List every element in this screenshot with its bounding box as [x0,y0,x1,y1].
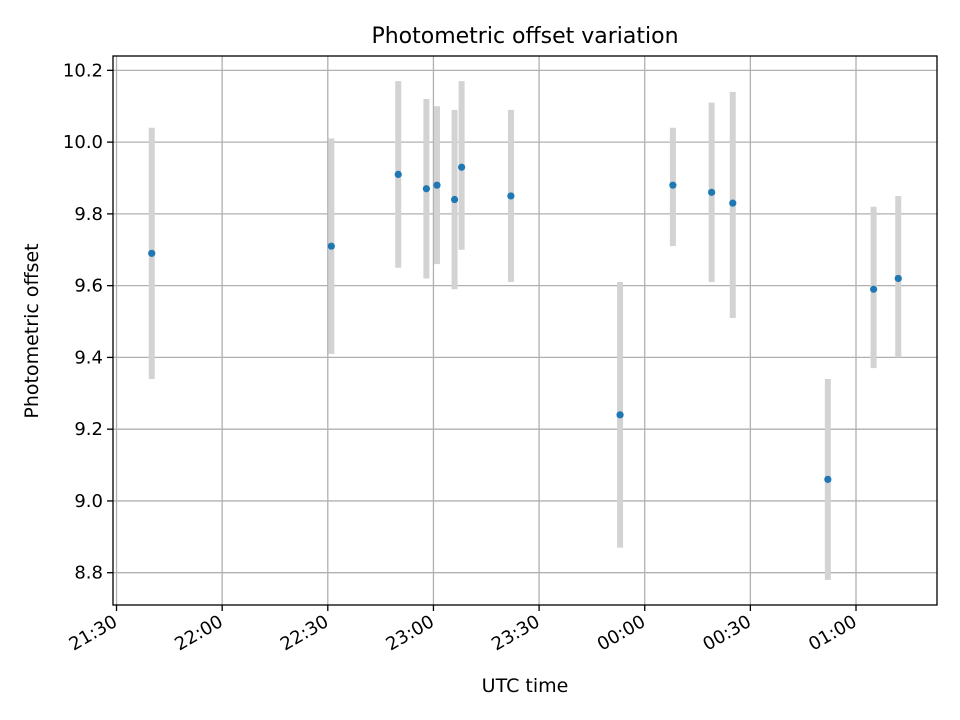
data-point [327,242,335,250]
data-point [894,274,902,283]
data-point [458,163,466,171]
y-tick-label: 9.8 [74,204,103,225]
data-point [669,181,677,189]
y-axis-label: Photometric offset [21,243,43,418]
error-bars [148,81,902,580]
y-tick-label: 9.4 [74,347,103,368]
x-tick-label: 00:30 [699,611,754,655]
data-point [616,411,624,419]
chart-title: Photometric offset variation [371,24,678,49]
x-tick-label: 22:30 [277,611,332,655]
data-point [422,185,431,193]
x-tick-label: 23:00 [383,611,438,655]
data-point [824,475,832,484]
data-point [148,249,156,257]
y-tick-label: 10.2 [63,60,103,81]
data-point [507,192,515,200]
x-tick-label: 01:00 [805,611,860,655]
data-point [708,188,716,196]
x-tick-label: 00:00 [594,611,649,655]
x-axis-label: UTC time [482,675,569,697]
x-tick-label: 23:30 [488,611,543,655]
y-tick-label: 9.2 [74,419,103,440]
data-point [870,285,878,293]
y-tick-label: 9.0 [74,491,103,512]
plot-frame [112,55,938,606]
y-tick-label: 8.8 [74,563,103,584]
data-points [148,163,902,484]
data-point [433,181,441,189]
data-point [450,195,459,204]
data-point [394,170,402,179]
y-axis-ticks: 8.8 9.0 9.2 9.4 9.6 9.8 10.0 10.2 [63,60,113,584]
x-axis-ticks: 21:30 22:00 22:30 23:00 23:30 00:00 00:30 01:00 [66,605,861,655]
y-tick-label: 10.0 [63,132,103,153]
data-point [729,199,737,207]
y-tick-label: 9.6 [74,276,103,297]
grid-lines [113,56,937,605]
x-tick-label: 22:00 [171,611,226,655]
x-tick-label: 21:30 [66,611,121,655]
